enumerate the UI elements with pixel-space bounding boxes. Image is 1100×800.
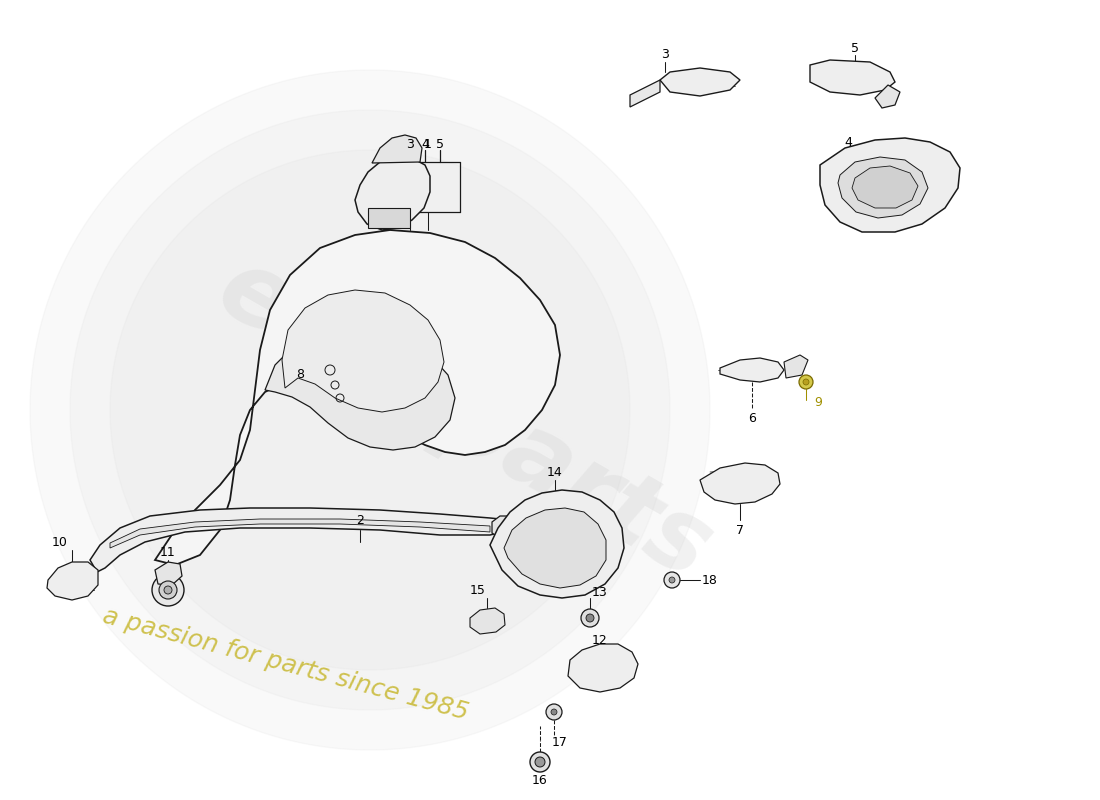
Text: 2: 2 [356,514,364,526]
Circle shape [581,609,600,627]
Polygon shape [90,508,510,572]
Polygon shape [355,158,430,230]
Text: 14: 14 [547,466,563,478]
Polygon shape [838,157,928,218]
Circle shape [530,752,550,772]
Text: 10: 10 [52,535,68,549]
Circle shape [152,574,184,606]
Polygon shape [492,516,518,538]
Polygon shape [784,355,808,378]
Text: europarts: europarts [200,241,727,601]
Polygon shape [720,358,784,382]
Polygon shape [810,60,895,95]
Polygon shape [852,166,918,208]
Text: 3: 3 [406,138,414,151]
Polygon shape [282,290,444,412]
Text: 6: 6 [748,411,756,425]
Circle shape [551,709,557,715]
Polygon shape [874,85,900,108]
Circle shape [803,379,808,385]
Circle shape [669,577,675,583]
Text: 4: 4 [844,137,851,150]
Polygon shape [47,562,98,600]
Text: 18: 18 [702,574,718,586]
Circle shape [160,581,177,599]
Text: 13: 13 [592,586,608,599]
Polygon shape [490,490,624,598]
Polygon shape [70,110,670,710]
Text: 11: 11 [161,546,176,558]
Polygon shape [368,208,410,228]
Text: 8: 8 [296,367,304,381]
Polygon shape [30,70,710,750]
Polygon shape [110,519,489,548]
Text: 3: 3 [661,49,669,62]
Circle shape [664,572,680,588]
Text: 7: 7 [736,523,744,537]
Circle shape [535,757,544,767]
Text: 15: 15 [470,583,486,597]
Circle shape [546,704,562,720]
Text: 4: 4 [421,138,429,151]
Text: 12: 12 [592,634,608,646]
Circle shape [586,614,594,622]
Polygon shape [470,608,505,634]
Polygon shape [265,328,455,450]
Text: 5: 5 [851,42,859,54]
Polygon shape [504,508,606,588]
Text: 17: 17 [552,735,568,749]
Circle shape [799,375,813,389]
Circle shape [164,586,172,594]
Polygon shape [110,150,630,670]
Polygon shape [630,80,660,107]
Polygon shape [820,138,960,232]
Polygon shape [372,135,422,163]
Polygon shape [155,562,182,585]
Text: 9: 9 [814,395,822,409]
Text: 16: 16 [532,774,548,786]
Text: 5: 5 [436,138,444,151]
Polygon shape [700,463,780,504]
Text: 1: 1 [425,138,432,151]
Polygon shape [660,68,740,96]
Polygon shape [155,230,560,565]
Text: a passion for parts since 1985: a passion for parts since 1985 [100,604,471,725]
Polygon shape [568,644,638,692]
